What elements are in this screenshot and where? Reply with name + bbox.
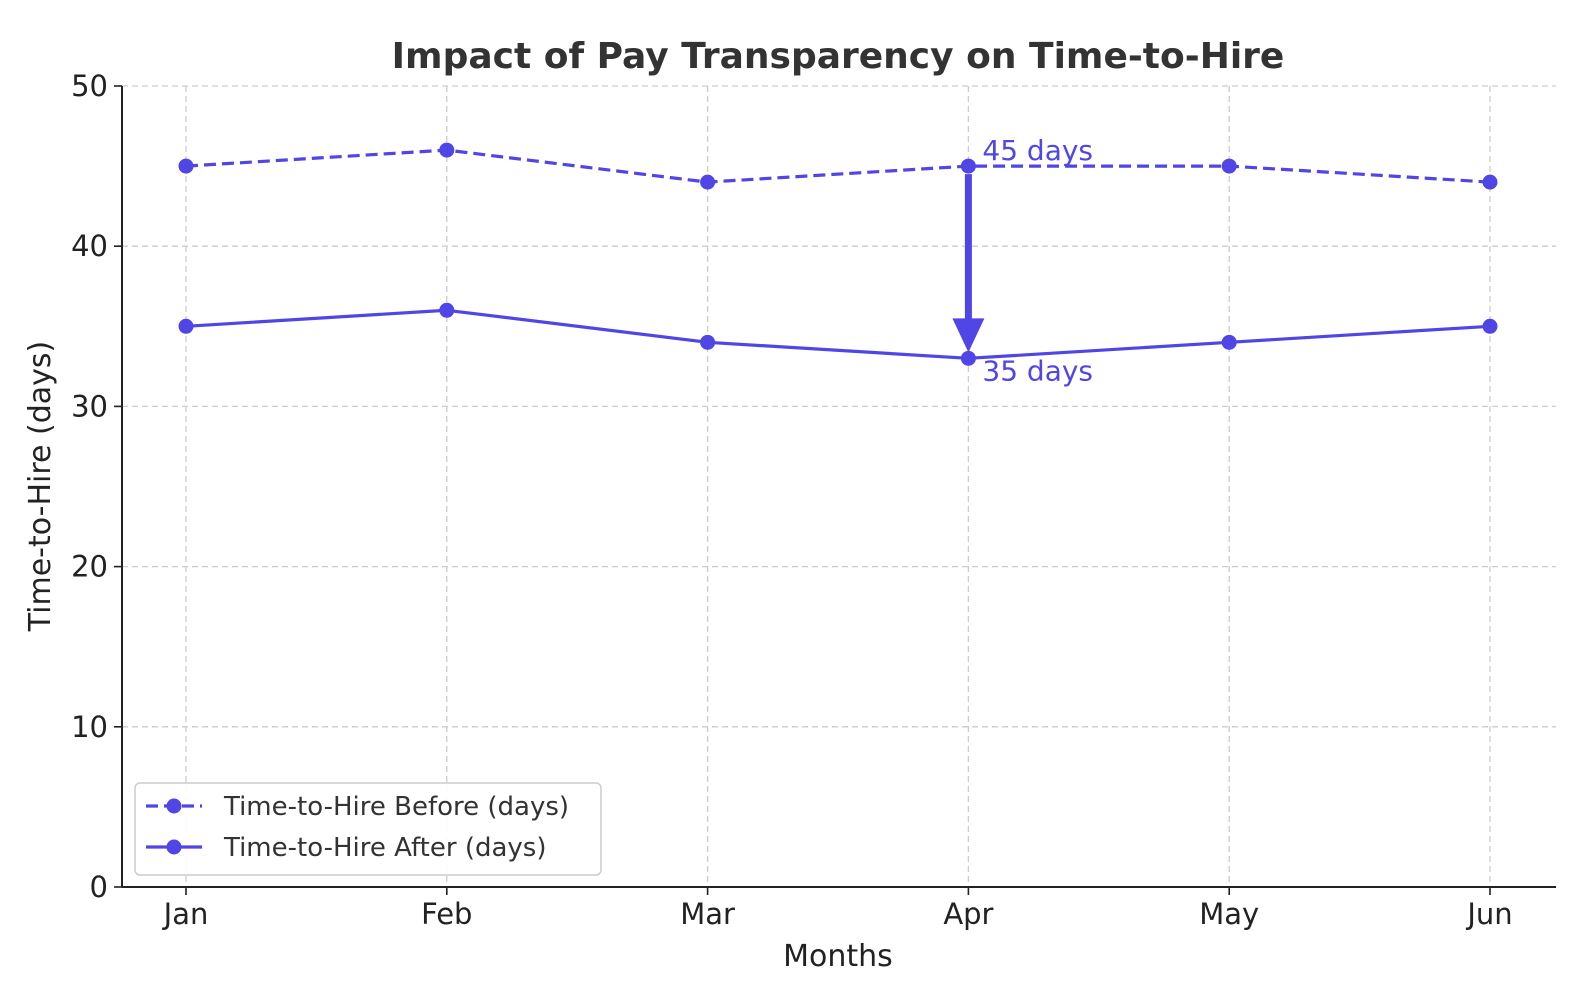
y-tick-label-0: 0 xyxy=(90,870,108,904)
series-line-before xyxy=(185,148,1491,184)
point-after-feb xyxy=(439,302,455,318)
point-after-jun xyxy=(1482,318,1498,334)
reduction-arrow xyxy=(952,174,985,353)
x-tick-label-mar: Mar xyxy=(680,897,735,931)
legend: Time-to-Hire Before (days) Time-to-Hire … xyxy=(134,782,602,876)
legend-label-after: Time-to-Hire After (days) xyxy=(223,833,547,863)
x-tick-labels: Jan Feb Mar Apr May Jun xyxy=(162,887,1513,931)
x-tick-label-jun: Jun xyxy=(1465,897,1512,931)
point-before-mar xyxy=(700,174,716,190)
annotation-after: 35 days xyxy=(982,354,1093,387)
vertical-gridlines xyxy=(185,86,1491,887)
legend-marker-after xyxy=(166,839,182,855)
legend-box xyxy=(134,782,602,876)
y-axis-label: Time-to-Hire (days) xyxy=(23,341,58,633)
y-tick-label-30: 30 xyxy=(71,389,108,423)
point-after-mar xyxy=(700,334,716,350)
annotation-before: 45 days xyxy=(982,134,1093,167)
chart-title: Impact of Pay Transparency on Time-to-Hi… xyxy=(392,36,1285,77)
series-line-after xyxy=(185,308,1491,360)
series-group xyxy=(178,142,1498,366)
point-before-jun xyxy=(1482,174,1498,190)
x-tick-label-may: May xyxy=(1199,897,1259,931)
arrow-head xyxy=(952,318,985,353)
axes xyxy=(121,86,1556,888)
y-tick-label-40: 40 xyxy=(71,229,108,263)
point-before-apr xyxy=(960,158,976,174)
x-tick-label-feb: Feb xyxy=(421,897,472,931)
y-tick-label-10: 10 xyxy=(71,710,108,744)
y-tick-label-20: 20 xyxy=(71,550,108,584)
x-axis-label: Months xyxy=(783,939,893,974)
legend-marker-before xyxy=(166,798,182,814)
x-tick-label-apr: Apr xyxy=(943,897,993,931)
annotations: 45 days 35 days xyxy=(982,134,1093,387)
point-after-may xyxy=(1221,334,1237,350)
y-tick-labels: 0 10 20 30 40 50 xyxy=(71,69,122,904)
point-before-feb xyxy=(439,142,455,158)
point-before-jan xyxy=(178,158,194,174)
x-tick-label-jan: Jan xyxy=(162,897,209,931)
point-after-apr xyxy=(960,350,976,366)
legend-label-before: Time-to-Hire Before (days) xyxy=(223,792,569,822)
point-before-may xyxy=(1221,158,1237,174)
horizontal-gridlines xyxy=(122,85,1556,728)
y-tick-label-50: 50 xyxy=(71,69,108,103)
point-after-jan xyxy=(178,318,194,334)
